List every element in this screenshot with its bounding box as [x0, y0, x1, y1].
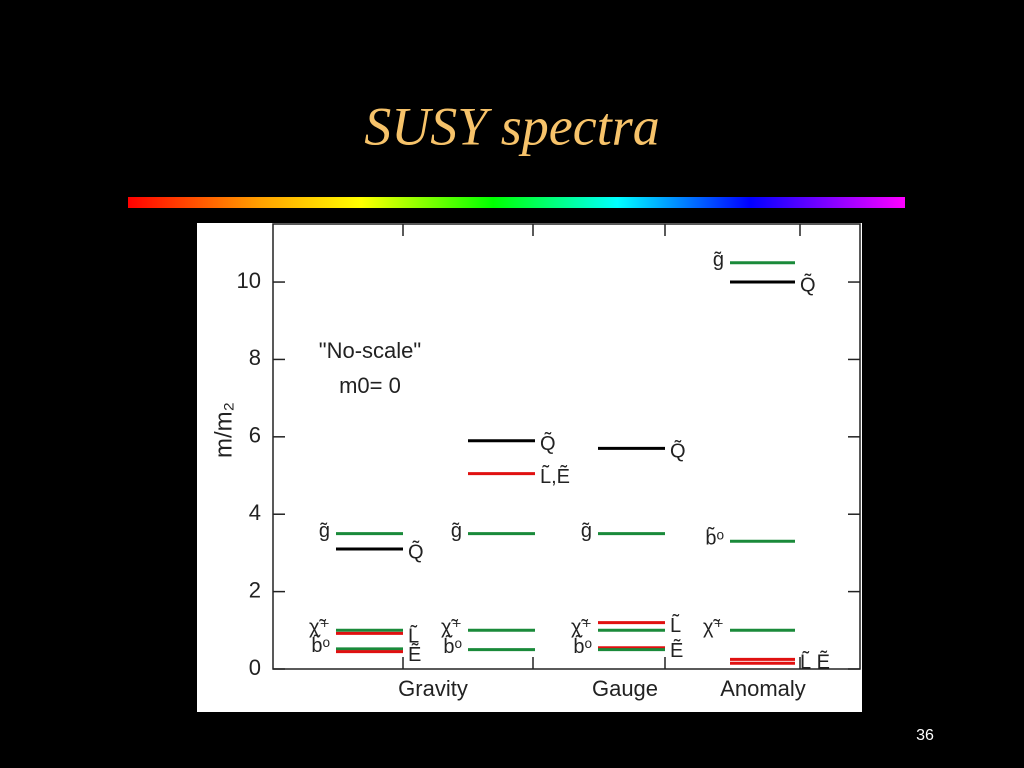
y-tick-label: 8: [249, 345, 261, 370]
level-label: g̃: [319, 520, 330, 542]
level-label: g̃: [451, 520, 462, 542]
rainbow-rule: [128, 197, 905, 208]
x-tick-label: Anomaly: [720, 676, 806, 701]
y-tick-label: 0: [249, 655, 261, 680]
level-label: χ̃⁺: [441, 617, 462, 639]
level-label: Q̃: [408, 540, 424, 563]
level-label: L̃: [670, 614, 681, 637]
x-tick-label: Gravity: [398, 676, 468, 701]
level-label: g̃: [581, 520, 592, 542]
level-label: b̃ᵒ: [573, 635, 592, 658]
plot-frame: [272, 223, 861, 670]
level-label: b̃ᵒ: [443, 635, 462, 658]
level-label: Q̃: [540, 432, 556, 455]
level-label: L̃ Ẽ: [800, 650, 830, 674]
y-tick-label: 2: [249, 577, 261, 602]
chart-background: [197, 223, 862, 712]
level-label: Ẽ: [670, 638, 683, 662]
y-tick-label: 4: [249, 500, 261, 525]
level-label: χ̃⁺: [309, 617, 330, 639]
level-label: b̃ᵒ: [705, 526, 724, 549]
slide-title: SUSY spectra: [364, 96, 660, 156]
level-label: χ̃⁺: [703, 617, 724, 639]
level-label: Q̃: [670, 439, 686, 462]
level-label: b̃ᵒ: [311, 634, 330, 657]
page-number: 36: [916, 727, 934, 744]
annotation: "No-scale": [319, 338, 421, 363]
level-label: L̃,Ẽ: [540, 464, 570, 488]
level-label: g̃: [713, 249, 724, 271]
y-tick-label: 6: [249, 423, 261, 448]
level-label: L̃: [408, 624, 419, 647]
annotation: m0= 0: [339, 373, 401, 398]
y-axis-label: m/m₂: [210, 402, 237, 458]
y-tick-label: 10: [237, 268, 261, 293]
level-label: Ẽ: [408, 642, 421, 666]
level-label: Q̃: [800, 273, 816, 296]
x-tick-label: Gauge: [592, 676, 658, 701]
x-ticks: [402, 224, 801, 669]
level-label: χ̃⁺: [571, 617, 592, 639]
